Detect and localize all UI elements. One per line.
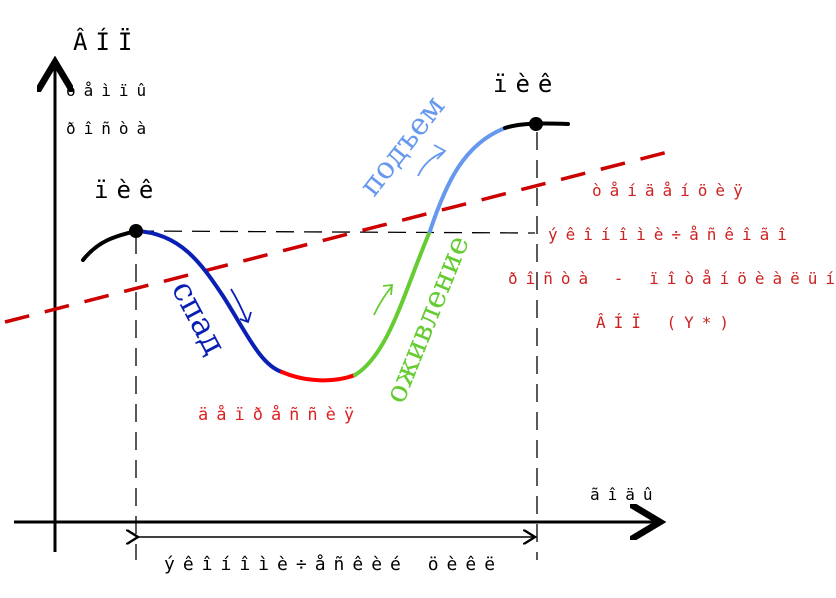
trend-note-line3: ðîñòà - ïîòåíöèàëüíûé [508, 269, 836, 288]
x-axis-label: ãîäû [590, 485, 661, 504]
depression-segment [280, 370, 357, 383]
decline-label: спад [164, 274, 234, 361]
decline-direction-arrow [230, 288, 252, 324]
rise-direction-arrow [417, 144, 447, 177]
y-axis-label-line3: ðîñòà [66, 119, 154, 138]
trend-note-line4: ÂÍÏ (Y*) [596, 313, 737, 332]
depression-label: äåïðåññèÿ [198, 404, 362, 425]
y-axis-label-line1: ÂÍÏ [73, 27, 140, 56]
revival-direction-arrow [373, 283, 394, 316]
right-peak-marker [529, 117, 543, 131]
peak-horizontal-guide [135, 230, 536, 234]
left-peak-segment [81, 229, 138, 262]
left-peak-label: ïèê [94, 176, 161, 204]
trend-line [4, 150, 669, 324]
y-axis-label-line2: òåìïû [66, 81, 154, 100]
left-peak-marker [129, 224, 143, 238]
trend-note-line2: ýêîíîìè÷åñêîãî [548, 225, 795, 244]
decline-segment [134, 229, 284, 374]
rise-segment [428, 126, 507, 233]
cycle-label: ýêîíîìè÷åñêèé öèêë [164, 554, 503, 575]
revival-segment [353, 229, 432, 377]
right-peak-label: ïèê [493, 70, 560, 98]
trend-note-line1: òåíäåíöèÿ [592, 181, 751, 200]
